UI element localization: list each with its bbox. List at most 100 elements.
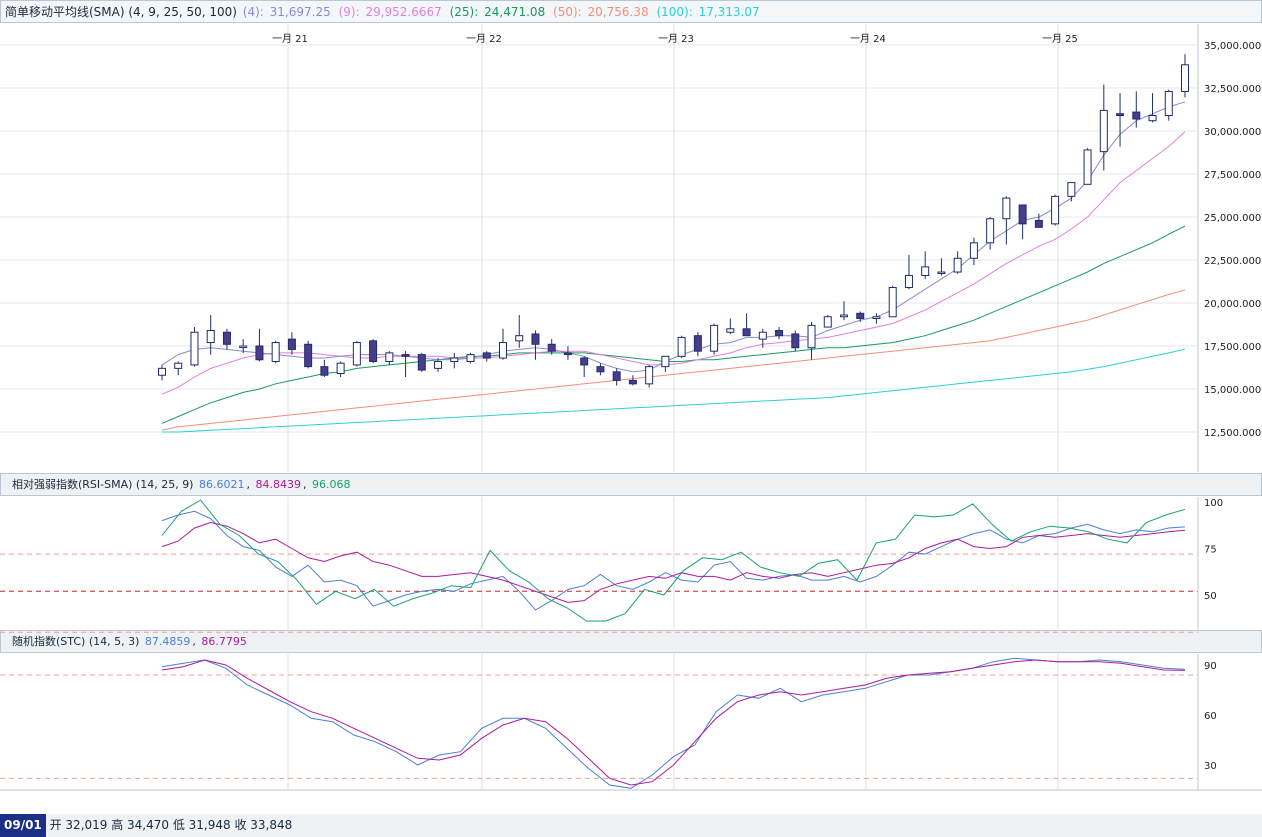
legend-sma50: (50): 20,756.38 xyxy=(553,5,649,19)
y-tick-label: 27,500.0000 xyxy=(1204,170,1262,181)
candle-body-up xyxy=(758,331,767,340)
candle-body-up xyxy=(969,242,978,259)
candle xyxy=(206,315,215,355)
legend-rsi-3: 96.068 xyxy=(311,478,351,491)
candle-body-down xyxy=(304,343,313,368)
candle-body-up xyxy=(1099,109,1108,153)
candle xyxy=(1164,89,1173,121)
x-tick-label: 一月 23 xyxy=(658,33,694,45)
y-tick-label: 12,500.0000 xyxy=(1204,428,1262,439)
candle xyxy=(271,340,280,364)
candle-body-down xyxy=(596,366,605,373)
candle xyxy=(1148,93,1157,123)
legend-sma9: (9): 29,952.6667 xyxy=(338,5,442,19)
candle-body-up xyxy=(661,355,670,368)
candle xyxy=(563,346,572,360)
candle-body-up xyxy=(1002,197,1011,220)
candle xyxy=(450,352,459,369)
candle-body-up xyxy=(953,257,962,273)
candle-body-down xyxy=(628,379,637,385)
candle-body-up xyxy=(515,335,524,342)
candle-body-up xyxy=(937,271,946,275)
candle xyxy=(174,361,183,376)
candle xyxy=(596,363,605,376)
candle xyxy=(888,285,897,318)
candle-body-down xyxy=(401,354,410,357)
y-tick-label: 32,500.0000 xyxy=(1204,84,1262,95)
rsi-series-line xyxy=(161,510,1186,611)
candle-body-up xyxy=(677,336,686,357)
candle-body-down xyxy=(693,335,702,352)
candle-body-up xyxy=(499,342,507,359)
candle-body-down xyxy=(320,366,329,376)
candle-body-down xyxy=(287,338,296,350)
rsi-panel-header: 相对强弱指数(RSI-SMA) (14, 25, 9) 86.6021, 84.… xyxy=(0,473,1262,496)
legend-stc-d: 86.7795 xyxy=(201,635,247,648)
line-sma100 xyxy=(162,348,1186,433)
candle-body-down xyxy=(417,354,426,371)
price-panel-header: 简单移动平均线(SMA) (4, 9, 25, 50, 100) (4): 31… xyxy=(0,0,1262,23)
candle-body-down xyxy=(482,352,491,359)
candle-body-down xyxy=(580,357,589,366)
candle xyxy=(417,352,426,372)
candle xyxy=(986,217,995,250)
price-panel-title: 简单移动平均线(SMA) (4, 9, 25, 50, 100) xyxy=(5,5,237,19)
stc-panel-title: 随机指数(STC) (14, 5, 3) xyxy=(12,635,140,648)
candle xyxy=(304,340,313,369)
candle-body-up xyxy=(1148,115,1157,122)
candle xyxy=(255,328,264,362)
candle-body-up xyxy=(1083,149,1092,185)
candle-body-up xyxy=(174,362,183,369)
line-sma50 xyxy=(161,289,1186,431)
candle-body-up xyxy=(807,324,816,349)
candle-body-up xyxy=(385,352,394,362)
candle xyxy=(677,335,686,359)
candle-body-up xyxy=(1051,195,1060,225)
candle-body-up xyxy=(823,316,832,328)
candle-body-up xyxy=(710,324,719,352)
candle xyxy=(222,328,231,350)
candle-body-down xyxy=(531,333,540,345)
footer-ohlc: 开 32,019 高 34,470 低 31,948 收 33,848 xyxy=(49,818,293,832)
candle-body-down xyxy=(1132,111,1141,120)
candle-body-down xyxy=(563,352,572,356)
x-tick-label: 一月 21 xyxy=(272,33,308,45)
y-tick-label: 15,000.0000 xyxy=(1204,385,1262,396)
legend-rsi: 86.6021 xyxy=(198,478,245,491)
candle xyxy=(904,254,913,290)
candle xyxy=(1067,182,1076,202)
legend-rsi-sma: 84.8439 xyxy=(255,478,301,491)
x-tick-label: 一月 22 xyxy=(466,33,502,45)
candle xyxy=(1018,204,1027,240)
candle-body-up xyxy=(840,314,848,318)
candle xyxy=(1099,84,1108,171)
candle-body-up xyxy=(921,266,930,276)
candle-body-up xyxy=(434,360,443,369)
candle-body-down xyxy=(255,345,264,361)
candle-body-up xyxy=(158,367,166,376)
chart-canvas[interactable]: 12,500.0000 15,000.0000 17,500.0000 20,000.… xyxy=(0,0,1262,814)
candle xyxy=(158,364,166,381)
candle xyxy=(466,352,475,364)
price-plot-area xyxy=(0,24,1198,472)
candle xyxy=(482,351,491,362)
candle-body-down xyxy=(1034,219,1043,228)
stc-y-tick-label: 30 xyxy=(1204,761,1217,772)
candle xyxy=(1083,148,1092,185)
rsi-y-tick-label: 50 xyxy=(1204,591,1217,602)
y-tick-label: 20,000.0000 xyxy=(1204,299,1262,310)
rsi-series-line xyxy=(161,521,1186,603)
y-tick-label: 22,500.0000 xyxy=(1204,256,1262,267)
candle-body-up xyxy=(1067,182,1076,197)
candle-body-up xyxy=(888,287,897,318)
line-sma9 xyxy=(161,131,1186,395)
candle-body-down xyxy=(1116,113,1125,117)
candle-body-up xyxy=(271,342,280,362)
candle xyxy=(726,318,735,334)
candle xyxy=(1116,93,1125,147)
candle xyxy=(336,361,345,377)
candle-body-up xyxy=(645,366,654,385)
candle-body-up xyxy=(1181,64,1189,92)
y-tick-label: 30,000.0000 xyxy=(1204,127,1262,138)
candle xyxy=(937,258,946,276)
